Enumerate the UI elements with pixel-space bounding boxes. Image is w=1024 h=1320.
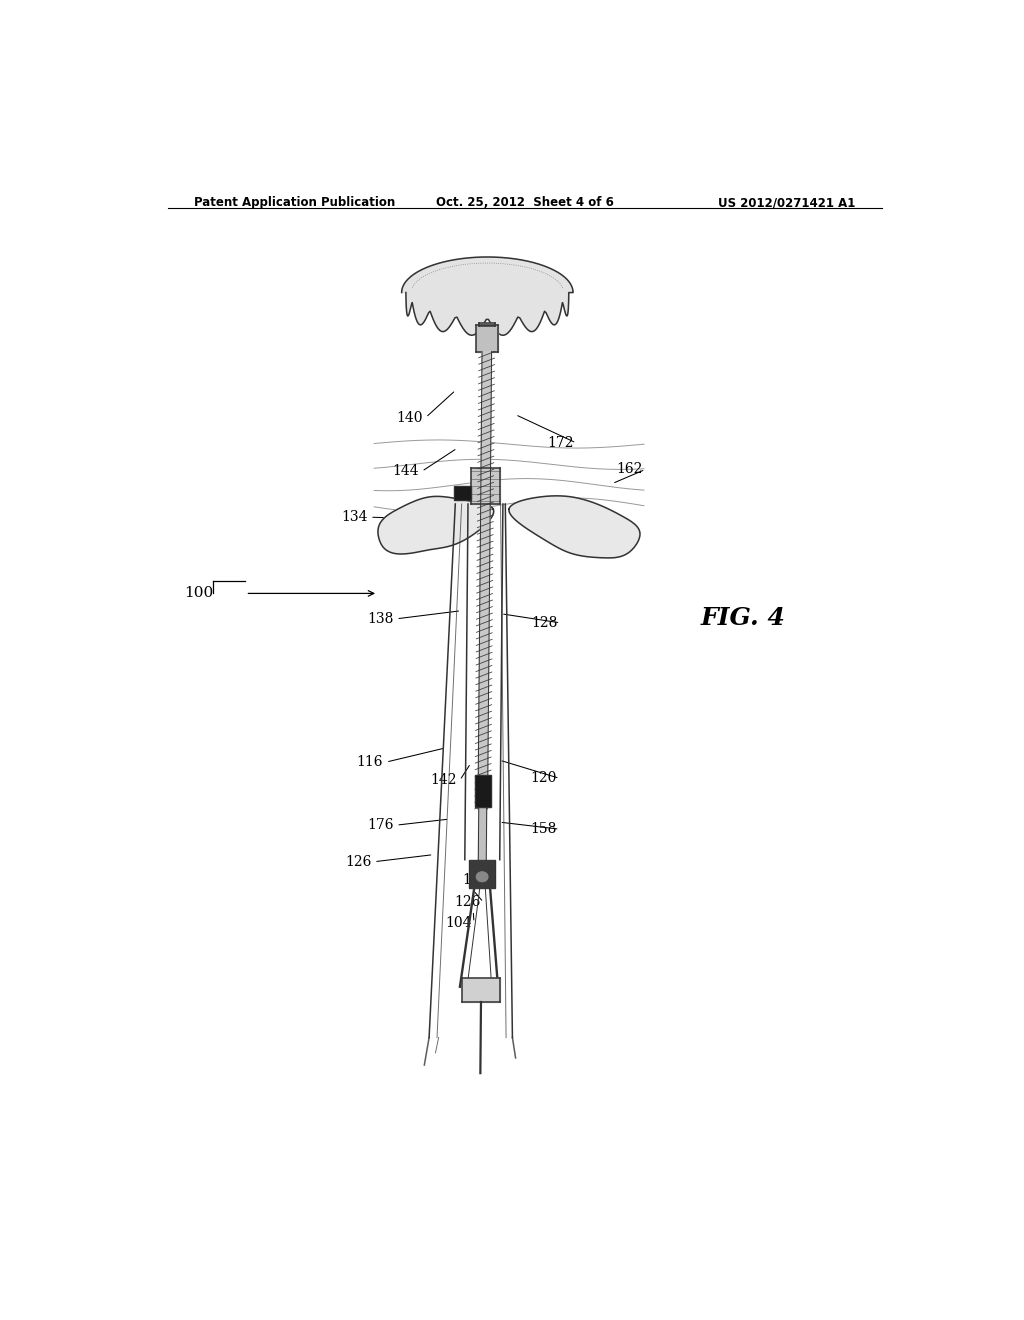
Polygon shape [469,859,495,888]
Polygon shape [476,325,498,351]
Polygon shape [478,351,492,809]
Text: FIG. 4: FIG. 4 [700,606,785,630]
Text: Patent Application Publication: Patent Application Publication [194,195,395,209]
Text: 126: 126 [345,855,372,869]
Polygon shape [401,257,573,335]
Text: 104: 104 [444,916,471,929]
Text: 174: 174 [462,873,488,887]
Text: 162: 162 [616,462,643,477]
Text: 134: 134 [341,511,368,524]
Text: US 2012/0271421 A1: US 2012/0271421 A1 [719,195,856,209]
Text: Oct. 25, 2012  Sheet 4 of 6: Oct. 25, 2012 Sheet 4 of 6 [436,195,613,209]
Polygon shape [378,496,494,554]
Polygon shape [479,323,495,326]
Polygon shape [509,496,640,558]
Text: 172: 172 [547,436,573,450]
Text: 128: 128 [531,616,558,630]
Polygon shape [454,486,471,500]
Text: 142: 142 [431,774,457,788]
Polygon shape [475,775,490,807]
Text: 144: 144 [392,465,419,478]
Polygon shape [478,807,486,880]
Text: 158: 158 [530,822,557,837]
Polygon shape [462,978,500,1002]
Text: 126: 126 [455,895,481,909]
Polygon shape [471,469,500,504]
Text: 140: 140 [396,411,423,425]
Text: 100: 100 [183,586,213,601]
Text: 138: 138 [368,612,393,626]
Text: 120: 120 [530,771,557,785]
Ellipse shape [476,871,488,882]
Text: 176: 176 [368,818,393,832]
Text: 116: 116 [356,755,383,770]
